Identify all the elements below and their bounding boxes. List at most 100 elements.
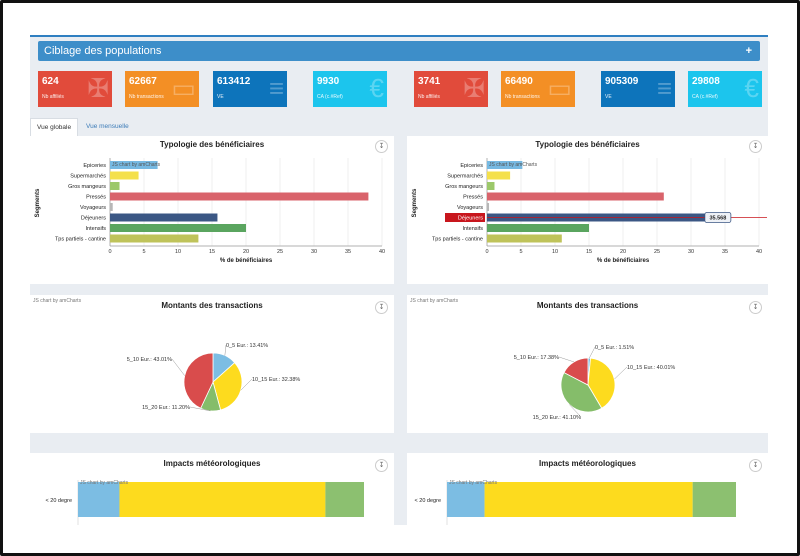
transaction-amounts-pie: 0_5 Eur.: 13.41% 10_15 Eur.: 32.38% 15_20 … [127, 343, 300, 412]
download-icon[interactable]: ↧ [375, 301, 388, 314]
stat-label: Nb transactions [505, 94, 540, 100]
amcharts-credit: JS chart by amCharts [410, 298, 459, 304]
expand-plus-icon[interactable]: + [745, 45, 752, 57]
amcharts-credit: JS chart by amCharts [33, 298, 82, 304]
y-tick-label: Voyageurs [80, 205, 106, 211]
stat-value: 905309 [605, 76, 639, 87]
x-tick-label: 0 [108, 249, 111, 255]
population-targeting-header[interactable]: Ciblage des populations + [38, 41, 760, 61]
stat-card: ✠ 3741 Nb affiliés [414, 71, 488, 107]
stat-label: Nb transactions [129, 94, 164, 100]
transaction-amounts-panel-right: JS chart by amCharts Montants des transa… [407, 295, 768, 433]
stacked-bar-segment [692, 482, 736, 517]
amcharts-credit: JS chart by amCharts [80, 480, 129, 486]
bar [110, 192, 369, 201]
stacked-bar-segment [119, 482, 326, 517]
panel-title: Montants des transactions [161, 301, 263, 310]
bars-icon: ≡ [268, 73, 284, 103]
y-tick-label: Tps partiels - cantine [55, 237, 106, 243]
stat-label: CA (c.#Ref) [317, 94, 343, 100]
population-targeting-title: Ciblage des populations [44, 45, 162, 57]
y-tick-label: Intensifs [86, 226, 107, 232]
tab-global-view[interactable]: Vue globale [30, 118, 79, 136]
value-balloon [704, 212, 732, 223]
bar [487, 192, 664, 201]
highlight-category-tag [445, 213, 485, 222]
y-tick-label: Tps partiels - cantine [432, 237, 483, 243]
x-tick-label: 25 [277, 249, 283, 255]
x-tick-label: 10 [175, 249, 181, 255]
stat-card: ≡ 905309 VE [601, 71, 675, 107]
bar [110, 224, 246, 232]
pie-slice-label: 5_10 Eur.: 43.01% [127, 357, 172, 363]
download-icon[interactable]: ↧ [375, 459, 388, 472]
y-tick-label: Gros mangeurs [445, 184, 483, 190]
amcharts-credit: JS chart by amCharts [449, 480, 498, 486]
bar [110, 213, 218, 222]
bar [110, 182, 120, 190]
pie-slice-label: 0_5 Eur.: 13.41% [226, 343, 268, 349]
download-icon[interactable]: ↧ [375, 140, 388, 153]
stat-value: 66490 [505, 76, 533, 87]
panel-title: Typologie des bénéficiaires [535, 140, 640, 149]
bar [487, 161, 523, 169]
beneficiary-typology-panel-left: Typologie des bénéficiaires ↧ 0 5 10 15 20 25… [30, 136, 394, 284]
bar [487, 182, 495, 190]
utensils-icon: ✠ [463, 73, 485, 103]
download-icon[interactable]: ↧ [749, 301, 762, 314]
stat-label: VE [605, 94, 612, 100]
weather-impacts-panel-left: Impacts météorologiques ↧ < 20 degre JS … [30, 453, 394, 525]
stat-label: CA (c.#Ref) [692, 94, 718, 100]
transaction-amounts-pie: 0_5 Eur.: 1.51% 10_15 Eur.: 40.01% 15_20 E… [514, 345, 676, 421]
panel-title: Impacts météorologiques [163, 459, 261, 468]
x-tick-label: 25 [654, 249, 660, 255]
y-tick-label: Déjeuners [81, 216, 106, 222]
utensils-icon: ✠ [87, 73, 109, 103]
beneficiary-typology-chart: 0 5 10 15 20 25 30 35 40 Epiceries Supermarchés Gro… [412, 158, 767, 264]
stacked-bar-segment [78, 482, 120, 517]
transaction-amounts-panel-left: JS chart by amCharts Montants des transa… [30, 295, 394, 433]
stat-value: 62667 [129, 76, 157, 87]
stat-card: ▭ 62667 Nb transactions [125, 71, 199, 107]
x-tick-label: 0 [485, 249, 488, 255]
stat-value: 29808 [692, 76, 720, 87]
pie-label-leader [589, 346, 596, 359]
x-axis-title: % de bénéficiaires [220, 258, 273, 264]
stacked-bar-segment [484, 482, 693, 517]
pie-label-leader [189, 406, 211, 412]
card-icon: ▭ [547, 73, 572, 103]
x-tick-label: 30 [688, 249, 694, 255]
download-icon[interactable]: ↧ [749, 459, 762, 472]
pie-label-leader [614, 366, 628, 380]
pie-label-leader [224, 344, 227, 356]
y-tick-label: < 20 degre [415, 498, 441, 504]
stat-card: ≡ 613412 VE [213, 71, 287, 107]
y-tick-label: Voyageurs [457, 205, 483, 211]
beneficiary-typology-chart: 0 5 10 15 20 25 30 35 40 Epiceries Supermarchés Gro… [35, 158, 385, 264]
pie-slice [560, 372, 603, 413]
bar [110, 171, 139, 180]
download-icon[interactable]: ↧ [749, 140, 762, 153]
amcharts-credit: JS chart by amCharts [112, 162, 161, 168]
tab-monthly-view[interactable]: Vue mensuelle [86, 123, 129, 130]
pie-label-leader [240, 378, 253, 391]
bar [110, 234, 199, 243]
y-tick-label: Supermarchés [447, 174, 483, 180]
pie-label-leader [558, 356, 575, 363]
panel-title: Typologie des bénéficiaires [159, 140, 265, 149]
beneficiary-typology-panel-right: Typologie des bénéficiaires ↧ 0 5 10 15 20 25… [407, 136, 768, 284]
y-tick-label: Pressés [86, 195, 106, 201]
stat-value: 9930 [317, 76, 340, 87]
bar [110, 203, 113, 211]
y-tick-label: Epiceries [460, 163, 483, 169]
stat-card: ✠ 624 Nb affiliés [38, 71, 112, 107]
y-tick-label: < 20 degre [46, 498, 72, 504]
bar [487, 234, 562, 243]
stat-card: ▭ 66490 Nb transactions [501, 71, 575, 107]
stat-label: Nb affiliés [42, 94, 64, 100]
x-tick-label: 5 [519, 249, 522, 255]
y-axis-title: Segments [35, 188, 41, 217]
stat-card: €29808 CA (c.#Ref) [688, 71, 762, 107]
pie-slice [563, 357, 589, 386]
